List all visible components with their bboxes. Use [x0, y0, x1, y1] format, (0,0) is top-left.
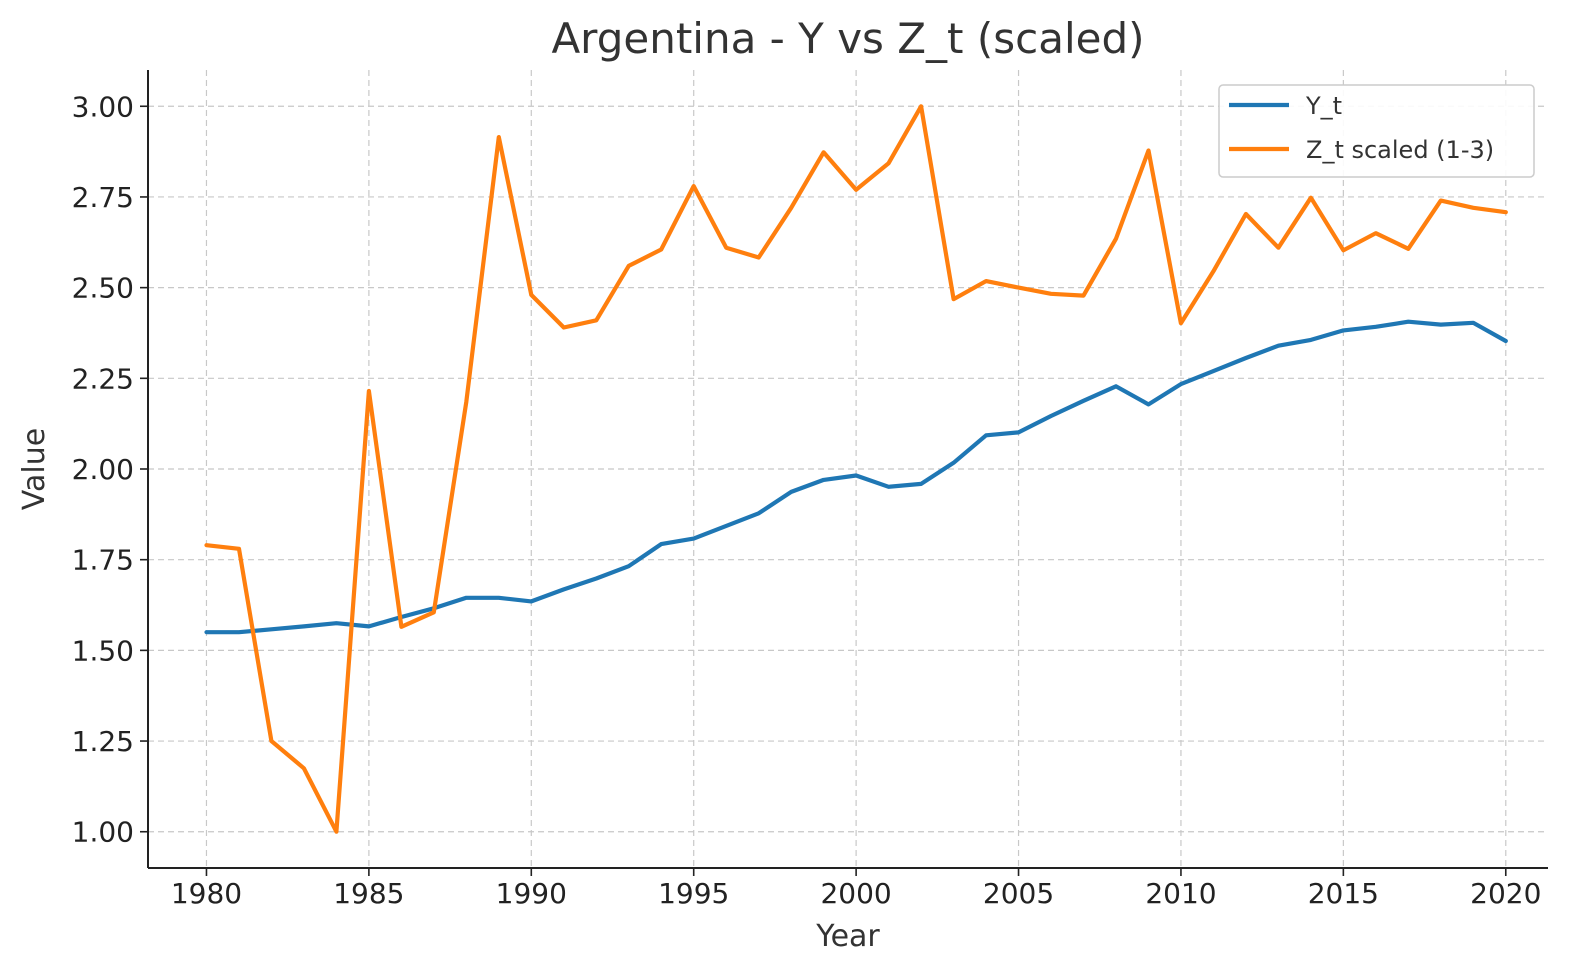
- y-tick-label: 3.00: [72, 90, 134, 123]
- y-tick-label: 2.75: [72, 181, 134, 214]
- chart-title: Argentina - Y vs Z_t (scaled): [551, 14, 1144, 63]
- x-tick-label: 2010: [1145, 877, 1216, 910]
- x-tick-label: 1995: [658, 877, 729, 910]
- grid: [148, 70, 1548, 868]
- legend-label-y-t: Y_t: [1305, 92, 1342, 120]
- legend-box: [1218, 84, 1535, 178]
- y-axis-label: Value: [17, 428, 52, 510]
- y-tick-label: 1.00: [72, 816, 134, 849]
- x-tick-label: 2015: [1308, 877, 1379, 910]
- x-tick-label: 1985: [333, 877, 404, 910]
- y-tick-label: 1.75: [72, 544, 134, 577]
- series-lines: [204, 104, 1508, 834]
- y-tick-label: 2.50: [72, 272, 134, 305]
- y-tick-label: 1.50: [72, 634, 134, 667]
- x-axis-label: Year: [815, 919, 880, 954]
- y-axis-ticks: 1.00 1.25 1.50 1.75 2.00 2.25 2.50 2.75 3.00: [72, 90, 148, 849]
- x-tick-label: 2005: [983, 877, 1054, 910]
- series-line-z-t-scaled-1-3: [204, 104, 1508, 834]
- x-tick-label: 2020: [1470, 877, 1541, 910]
- series-line-y-t: [204, 319, 1508, 635]
- legend: Y_t Z_t scaled (1-3): [1218, 84, 1535, 178]
- y-tick-label: 2.25: [72, 362, 134, 395]
- y-tick-label: 1.25: [72, 725, 134, 758]
- x-tick-label: 1980: [171, 877, 242, 910]
- x-tick-label: 2000: [820, 877, 891, 910]
- y-tick-label: 2.00: [72, 453, 134, 486]
- legend-label-z-t-scaled: Z_t scaled (1-3): [1306, 136, 1494, 164]
- x-tick-label: 1990: [496, 877, 567, 910]
- x-axis-ticks: 1980 1985 1990 1995 2000 2005 2010 2015 2020: [171, 868, 1541, 910]
